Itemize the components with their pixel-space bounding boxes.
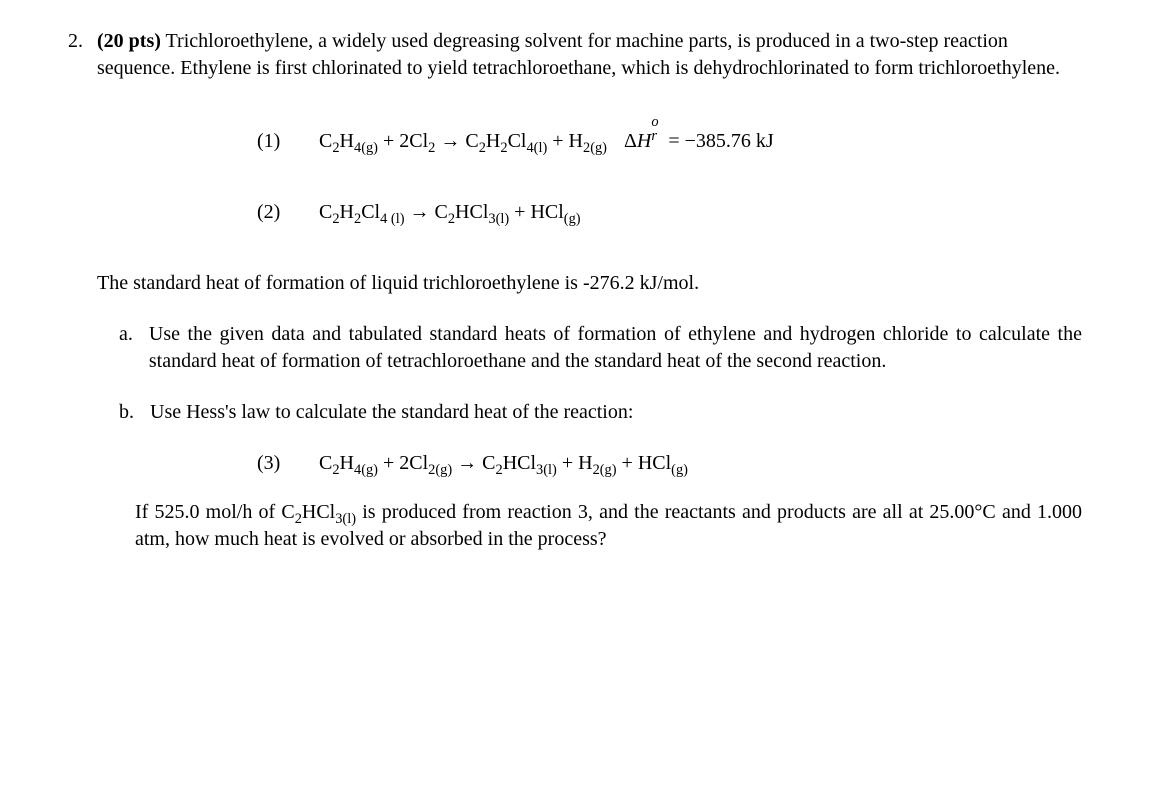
eq2-sub: 2: [332, 211, 339, 227]
eq3-sub3: 2(g): [428, 462, 452, 478]
eq1-sub2: 4(g): [354, 140, 378, 156]
eq1-delta: Δ: [624, 130, 637, 152]
eq1-plus2: + H: [547, 130, 583, 152]
eq1-sub6: 4(l): [526, 140, 547, 156]
followup-hcl: HCl: [302, 501, 335, 523]
eq1-deltah: ΔHor = −385.76 kJ: [624, 130, 774, 152]
eq3-sub5: 3(l): [536, 462, 557, 478]
equation-1: (1) C2H4(g) + 2Cl2 → C2H2Cl4(l) + H2(g) …: [257, 128, 1082, 155]
eq3-plus3: + HCl: [617, 452, 672, 474]
eq1-c2: C: [465, 130, 478, 152]
followup-sub: 2: [295, 511, 302, 527]
eq3-sub2: 4(g): [354, 462, 378, 478]
eq3-sub: 2: [332, 462, 339, 478]
eq1-dh: H: [637, 130, 651, 152]
points-label: (20 pts): [97, 30, 161, 52]
eq3-sub4: 2: [496, 462, 503, 478]
followup-1: If 525.0 mol/h of C: [135, 501, 295, 523]
eq3-content: C2H4(g) + 2Cl2(g) → C2HCl3(l) + H2(g) + …: [319, 450, 688, 477]
eq2-sub6: (g): [564, 211, 581, 227]
part-b-label: b.: [119, 399, 134, 426]
problem-body: (20 pts) Trichloroethylene, a widely use…: [97, 28, 1082, 553]
eq1-h: H: [340, 130, 354, 152]
eq2-sub4: 2: [448, 211, 455, 227]
problem-container: 2. (20 pts) Trichloroethylene, a widely …: [68, 28, 1082, 553]
eq2-hcl: HCl: [455, 201, 488, 223]
eq1-sub5: 2: [500, 140, 507, 156]
problem-intro: (20 pts) Trichloroethylene, a widely use…: [97, 28, 1082, 82]
eq1-h2: H: [486, 130, 500, 152]
eq3-c2: C: [482, 452, 495, 474]
eq3-hcl: HCl: [503, 452, 536, 474]
problem-number: 2.: [68, 28, 83, 553]
part-b-content: Use Hess's law to calculate the standard…: [150, 399, 1082, 426]
eq3-sub7: (g): [671, 462, 688, 478]
eq3-c: C: [319, 452, 332, 474]
eq1-sub: 2: [332, 140, 339, 156]
equation-2: (2) C2H2Cl4 (l) → C2HCl3(l) + HCl(g): [257, 199, 1082, 226]
eq2-c: C: [319, 201, 332, 223]
eq2-cl: Cl: [361, 201, 380, 223]
eq2-c2: C: [435, 201, 448, 223]
eq2-arrow: →: [405, 201, 435, 223]
eq2-sub3: 4 (l): [380, 211, 404, 227]
eq3-plus2: + H: [557, 452, 593, 474]
eq1-cl: Cl: [508, 130, 527, 152]
equation-3: (3) C2H4(g) + 2Cl2(g) → C2HCl3(l) + H2(g…: [257, 450, 1082, 477]
eq1-plus: + 2Cl: [378, 130, 428, 152]
eq1-c: C: [319, 130, 332, 152]
eq1-sub7: 2(g): [583, 140, 607, 156]
part-a: a. Use the given data and tabulated stan…: [119, 321, 1082, 375]
part-a-label: a.: [119, 321, 133, 375]
eq2-content: C2H2Cl4 (l) → C2HCl3(l) + HCl(g): [319, 199, 581, 226]
part-b-followup: If 525.0 mol/h of C2HCl3(l) is produced …: [135, 499, 1082, 553]
eq2-h: H: [340, 201, 354, 223]
eq3-arrow: →: [452, 452, 482, 474]
eq3-number: (3): [257, 450, 319, 477]
eq1-number: (1): [257, 128, 319, 155]
part-b-text: Use Hess's law to calculate the standard…: [150, 399, 1082, 426]
part-a-content: Use the given data and tabulated standar…: [149, 321, 1082, 375]
eq3-sub6: 2(g): [593, 462, 617, 478]
statement: The standard heat of formation of liquid…: [97, 270, 1082, 297]
followup-sub2: 3(l): [335, 511, 356, 527]
eq1-sub4: 2: [479, 140, 486, 156]
part-b: b. Use Hess's law to calculate the stand…: [119, 399, 1082, 426]
intro-text: Trichloroethylene, a widely used degreas…: [97, 30, 1060, 79]
eq3-h: H: [340, 452, 354, 474]
eq2-sub5: 3(l): [488, 211, 509, 227]
eq2-plus: + HCl: [509, 201, 564, 223]
eq1-arrow: →: [435, 130, 465, 152]
eq2-number: (2): [257, 199, 319, 226]
eq3-plus: + 2Cl: [378, 452, 428, 474]
eq1-content: C2H4(g) + 2Cl2 → C2H2Cl4(l) + H2(g) ΔHor…: [319, 128, 774, 155]
eq1-val: = −385.76 kJ: [663, 130, 773, 152]
